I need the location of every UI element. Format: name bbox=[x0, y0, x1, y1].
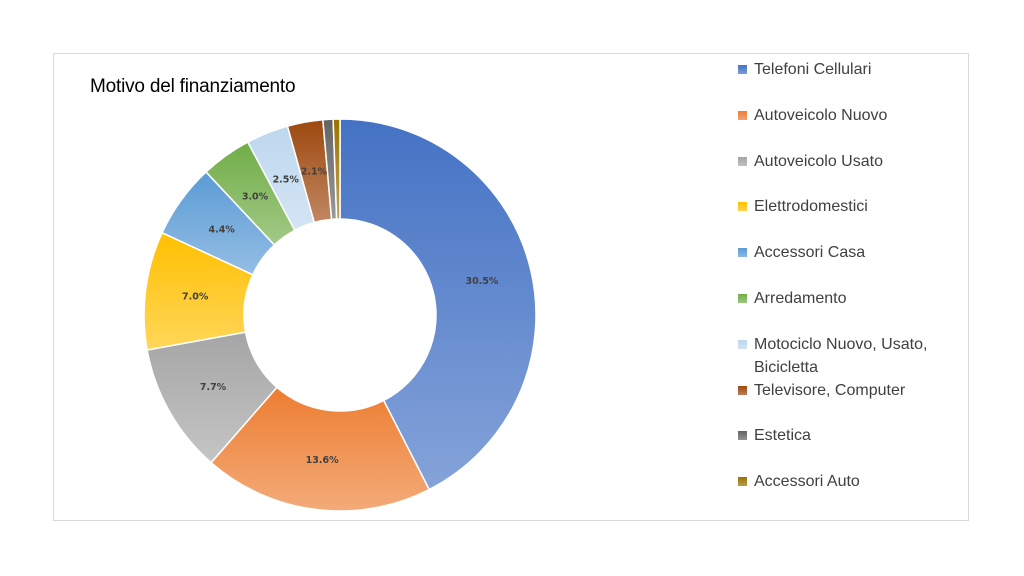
data-label-accessori-casa: 4.4% bbox=[208, 224, 235, 235]
legend-swatch bbox=[738, 294, 747, 303]
legend-label: Motociclo Nuovo, Usato, Bicicletta bbox=[754, 335, 928, 376]
data-label-arredamento: 3.0% bbox=[242, 191, 269, 202]
legend-label: Accessori Auto bbox=[754, 473, 860, 491]
data-label-elettrodomestici: 7.0% bbox=[182, 292, 209, 303]
legend-swatch bbox=[738, 477, 747, 487]
slice-telefoni-cellulari bbox=[339, 118, 537, 491]
legend-label: Televisore, Computer bbox=[754, 381, 906, 399]
data-label-motociclo-nuovo-usato-bicicletta: 2.5% bbox=[273, 174, 300, 185]
data-label-televisore-computer: 2.1% bbox=[301, 166, 328, 177]
legend-swatch bbox=[738, 156, 747, 166]
legend-label: Telefoni Cellulari bbox=[754, 61, 872, 78]
chart-title: Motivo del finanziamento bbox=[90, 76, 296, 97]
legend-swatch bbox=[738, 339, 747, 349]
legend-label: Estetica bbox=[754, 427, 811, 445]
legend-swatch bbox=[738, 431, 747, 441]
data-label-telefoni-cellulari: 30.5% bbox=[465, 276, 498, 287]
legend-label: Accessori Casa bbox=[754, 244, 866, 262]
legend-swatch bbox=[738, 65, 747, 74]
legend-label: Autoveicolo Usato bbox=[754, 152, 883, 170]
legend-label: Elettrodomestici bbox=[754, 198, 868, 216]
data-label-autoveicolo-nuovo: 13.6% bbox=[306, 455, 339, 466]
legend-label: Arredamento bbox=[754, 290, 847, 307]
legend-swatch bbox=[738, 385, 747, 395]
slice-accessori-auto bbox=[332, 118, 341, 220]
legend-label: Autoveicolo Nuovo bbox=[754, 106, 888, 124]
legend-swatch bbox=[738, 248, 747, 258]
legend-swatch bbox=[738, 110, 747, 120]
data-label-autoveicolo-usato: 7.7% bbox=[200, 382, 227, 393]
legend-swatch bbox=[738, 202, 747, 212]
slice-autoveicolo-nuovo bbox=[210, 386, 431, 512]
